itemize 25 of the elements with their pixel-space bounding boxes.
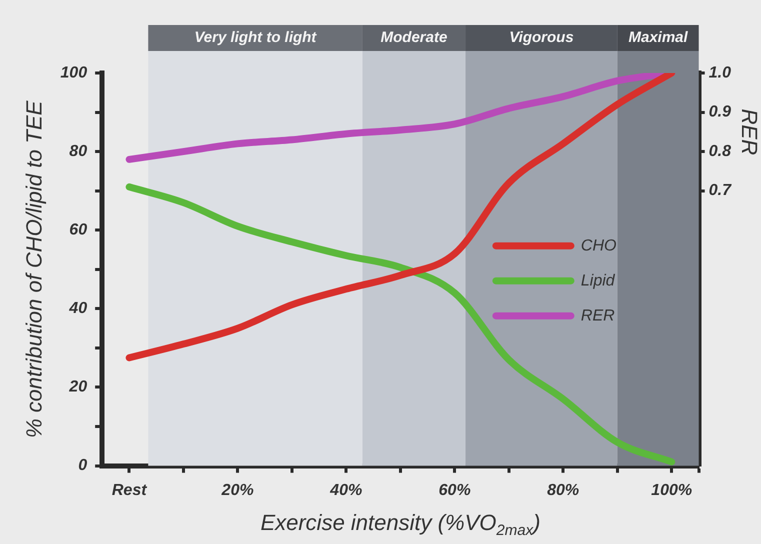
y-tick-label: 100 xyxy=(60,64,88,82)
x-tick-label: 20% xyxy=(220,482,254,499)
band-label: Moderate xyxy=(380,29,448,46)
y2-tick-label: 0.7 xyxy=(708,182,732,200)
x-tick-label: 100% xyxy=(651,482,692,499)
y-tick-label: 80 xyxy=(69,142,88,160)
x-tick-label: 60% xyxy=(438,482,471,499)
y2-axis-title: RER xyxy=(736,108,761,156)
y-tick-label: 0 xyxy=(78,457,88,474)
y-tick-label: 60 xyxy=(69,222,88,239)
band-label: Very light to light xyxy=(194,29,318,46)
band-label: Maximal xyxy=(628,29,688,46)
x-tick-label: 80% xyxy=(547,482,580,499)
y-tick-label: 20 xyxy=(68,378,88,396)
legend-label: RER xyxy=(580,307,616,324)
legend-label: Lipid xyxy=(580,272,616,290)
y2-tick-label: 1.0 xyxy=(708,64,732,82)
x-tick-label: 40% xyxy=(329,482,362,499)
y-axis-title: % contribution of CHO/lipid to TEE xyxy=(21,100,46,438)
legend-label: CHO xyxy=(580,237,616,254)
y2-tick-label: 0.9 xyxy=(708,104,732,121)
band-label: Vigorous xyxy=(509,29,574,46)
y-tick-label: 40 xyxy=(68,300,88,318)
x-tick-label: Rest xyxy=(112,482,148,499)
y2-tick-label: 0.8 xyxy=(708,142,732,160)
